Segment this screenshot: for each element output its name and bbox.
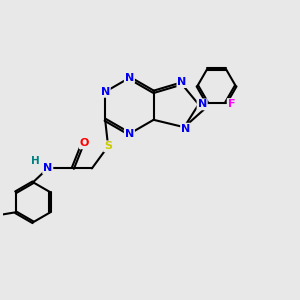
- Text: H: H: [31, 156, 40, 166]
- Text: O: O: [80, 138, 89, 148]
- Text: F: F: [228, 99, 235, 109]
- Text: N: N: [177, 77, 187, 87]
- Text: S: S: [104, 141, 112, 151]
- Text: N: N: [100, 87, 110, 97]
- Text: N: N: [125, 129, 134, 139]
- Text: N: N: [125, 73, 134, 83]
- Text: N: N: [43, 164, 52, 173]
- Text: N: N: [197, 99, 207, 110]
- Text: N: N: [181, 124, 190, 134]
